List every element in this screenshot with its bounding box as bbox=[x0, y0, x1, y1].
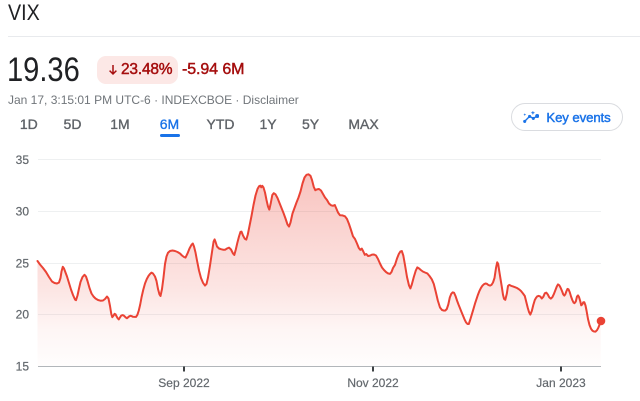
svg-text:Sep 2022: Sep 2022 bbox=[158, 376, 210, 390]
svg-text:20: 20 bbox=[16, 308, 30, 322]
svg-text:25: 25 bbox=[16, 257, 30, 271]
svg-text:Nov 2022: Nov 2022 bbox=[347, 376, 399, 390]
svg-text:35: 35 bbox=[16, 153, 30, 167]
svg-text:15: 15 bbox=[16, 360, 30, 374]
svg-text:30: 30 bbox=[16, 205, 30, 219]
svg-text:Jan 2023: Jan 2023 bbox=[536, 376, 586, 390]
